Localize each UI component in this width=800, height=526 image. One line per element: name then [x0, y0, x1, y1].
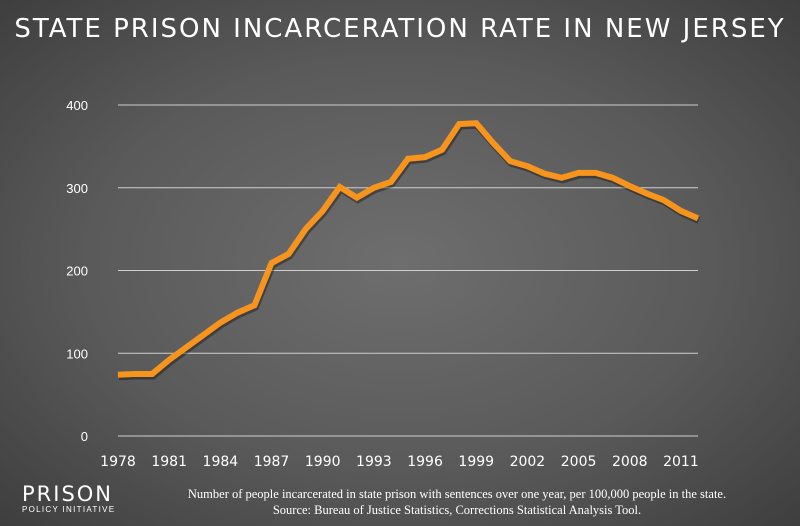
- data-point: [492, 142, 494, 144]
- data-point: [271, 262, 273, 264]
- data-point: [407, 158, 409, 160]
- data-point: [339, 186, 341, 188]
- data-point: [561, 177, 563, 179]
- logo-line1: PRISON: [22, 482, 114, 506]
- data-point: [680, 210, 682, 212]
- data-point: [390, 181, 392, 183]
- y-tick-label: 0: [81, 429, 88, 444]
- data-point: [219, 322, 221, 324]
- data-point: [253, 304, 255, 306]
- source: Source: Bureau of Justice Statistics, Co…: [272, 503, 642, 517]
- data-point: [646, 193, 648, 195]
- data-point: [202, 334, 204, 336]
- data-point: [441, 149, 443, 151]
- data-point: [697, 217, 699, 219]
- data-point: [424, 156, 426, 158]
- x-tick-label: 2005: [561, 454, 597, 470]
- data-point: [475, 122, 477, 124]
- x-tick-label: 2008: [612, 454, 648, 470]
- data-point: [151, 373, 153, 375]
- caption: Number of people incarcerated in state p…: [187, 487, 727, 501]
- data-point: [629, 185, 631, 187]
- x-tick-label: 1978: [100, 454, 136, 470]
- data-point: [236, 312, 238, 314]
- y-tick-label: 400: [66, 98, 88, 113]
- x-tick-label: 1999: [458, 454, 494, 470]
- x-tick-label: 2011: [663, 454, 699, 470]
- data-point: [134, 373, 136, 375]
- x-tick-label: 1993: [356, 454, 392, 470]
- logo: PRISON POLICY INITIATIVE: [22, 484, 115, 516]
- y-tick-label: 200: [66, 264, 88, 279]
- series-line-shadow: [118, 121, 701, 381]
- logo-line2: POLICY INITIATIVE: [22, 505, 116, 514]
- y-tick-label: 100: [66, 346, 88, 361]
- data-point: [612, 177, 614, 179]
- x-tick-label: 1981: [151, 454, 187, 470]
- data-point: [322, 210, 324, 212]
- x-tick-label: 1996: [407, 454, 443, 470]
- data-point: [305, 228, 307, 230]
- data-point: [526, 165, 528, 167]
- data-point: [595, 172, 597, 174]
- data-point: [458, 123, 460, 125]
- data-point: [168, 359, 170, 361]
- data-point: [288, 253, 290, 255]
- data-point: [663, 199, 665, 201]
- data-point: [543, 173, 545, 175]
- data-point: [185, 346, 187, 348]
- data-point: [117, 374, 119, 376]
- x-tick-label: 1987: [254, 454, 290, 470]
- x-tick-label: 1984: [203, 454, 239, 470]
- chart-title: STATE PRISON INCARCERATION RATE IN NEW J…: [14, 14, 786, 44]
- data-point: [509, 160, 511, 162]
- x-tick-label: 1990: [305, 454, 341, 470]
- x-tick-label: 2002: [510, 454, 546, 470]
- data-point: [578, 172, 580, 174]
- data-point: [373, 187, 375, 189]
- y-tick-label: 300: [66, 181, 88, 196]
- series-line: [117, 120, 700, 378]
- data-point: [356, 197, 358, 199]
